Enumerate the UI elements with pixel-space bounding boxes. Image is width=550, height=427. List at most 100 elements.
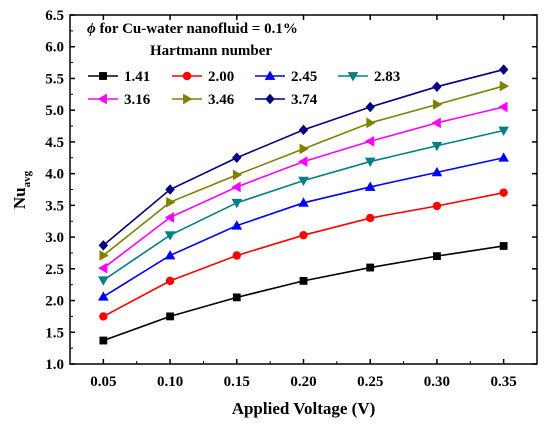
data-point	[232, 251, 241, 260]
data-point	[364, 181, 376, 191]
series-2.45	[98, 152, 509, 301]
series-group	[97, 64, 510, 345]
data-point	[99, 312, 108, 321]
data-point	[232, 293, 241, 302]
y-tick-label: 1.5	[45, 325, 64, 341]
plot-frame	[69, 14, 538, 365]
data-point	[98, 276, 109, 286]
legend-item-2.45: 2.45	[255, 69, 317, 85]
data-point	[364, 135, 375, 147]
data-point	[498, 101, 508, 113]
x-tick-label: 0.35	[491, 374, 517, 390]
y-axis-title-main: Nu	[10, 187, 29, 209]
data-point	[299, 276, 308, 285]
legend-marker	[265, 93, 275, 105]
series-3.74	[98, 64, 509, 251]
y-tick-label: 5.5	[45, 71, 64, 87]
data-point	[98, 291, 109, 301]
data-point	[433, 252, 441, 261]
annotation-text: for Cu-water nanofluid = 0.1%	[96, 21, 298, 37]
legend-label: 3.46	[208, 92, 235, 108]
data-point	[433, 99, 443, 110]
y-tick-label: 2.0	[45, 294, 64, 310]
data-point	[499, 242, 508, 250]
series-3.46	[99, 80, 510, 261]
x-tick-label: 0.10	[157, 374, 183, 390]
y-axis-title-sub: avg	[21, 170, 33, 187]
x-tick-label: 0.20	[290, 374, 316, 390]
data-point	[164, 231, 176, 241]
legend-label: 3.74	[291, 92, 318, 108]
y-tick-label: 2.5	[45, 262, 64, 278]
legend-label: 2.00	[208, 69, 234, 85]
legend-item-2.00: 2.00	[172, 69, 234, 85]
data-point	[231, 220, 243, 230]
x-tick-label: 0.15	[224, 374, 250, 390]
series-2.83	[98, 126, 509, 286]
data-point	[498, 64, 509, 75]
data-point	[432, 81, 442, 92]
series-2.00	[99, 188, 508, 321]
data-point	[164, 250, 176, 260]
data-point	[166, 196, 176, 208]
data-point	[499, 188, 508, 197]
data-point	[366, 213, 375, 223]
legend: 1.41 2.00 2.45 2.83 3.16 3.46 3.74	[88, 69, 400, 108]
data-point	[498, 152, 509, 162]
annotation-symbol: ϕ	[87, 21, 96, 37]
annotation: ϕ for Cu-water nanofluid = 0.1%	[87, 21, 298, 37]
legend-item-1.41: 1.41	[88, 69, 150, 85]
data-point	[299, 230, 308, 240]
legend-title: Hartmann number	[150, 43, 272, 59]
y-tick-label: 6.5	[45, 8, 64, 24]
data-point	[232, 152, 242, 164]
x-tick-label: 0.05	[90, 374, 116, 390]
data-point	[99, 336, 108, 345]
data-point	[298, 197, 309, 207]
y-tick-label: 3.0	[45, 230, 64, 246]
y-tick-label: 4.0	[45, 167, 64, 183]
data-point	[164, 212, 174, 223]
data-point	[231, 198, 243, 209]
data-point	[298, 156, 308, 167]
series-3.16	[97, 101, 508, 274]
data-point	[366, 263, 375, 272]
data-point	[498, 126, 509, 136]
legend-item-2.83: 2.83	[338, 69, 400, 85]
series-1.41	[99, 242, 508, 345]
y-axis-title-group: Nuavg	[10, 170, 33, 209]
data-point	[366, 117, 376, 129]
data-point	[298, 124, 309, 136]
legend-item-3.74: 3.74	[255, 92, 318, 108]
legend-label: 3.16	[124, 92, 151, 108]
data-point	[431, 166, 443, 177]
legend-marker	[97, 93, 107, 105]
y-tick-label: 3.5	[45, 198, 64, 214]
data-point	[298, 176, 309, 187]
y-tick-label: 5.0	[45, 103, 64, 119]
legend-marker	[183, 93, 193, 105]
legend-marker	[99, 72, 107, 80]
data-point	[431, 117, 441, 129]
data-point	[432, 201, 442, 211]
data-point	[231, 181, 241, 193]
legend-marker	[182, 71, 192, 81]
data-point	[165, 276, 175, 286]
data-point	[431, 141, 443, 152]
x-tick-label: 0.25	[357, 374, 383, 390]
x-axis-title: Applied Voltage (V)	[232, 399, 376, 418]
y-axis-title: Nuavg	[10, 170, 33, 209]
data-point	[499, 80, 510, 92]
legend-marker	[264, 70, 276, 80]
legend-item-3.16: 3.16	[88, 92, 151, 108]
data-point	[97, 262, 108, 274]
y-tick-label: 4.5	[45, 135, 64, 151]
legend-label: 1.41	[124, 69, 150, 85]
y-tick-label: 6.0	[45, 40, 64, 56]
data-point	[98, 240, 109, 251]
data-point	[232, 169, 243, 181]
data-point	[99, 250, 109, 261]
axes: 1.0 1.5 2.0 2.5 3.0 3.5 4.0 4.5 5.0 5.5 6.0 6.5 0.05…	[45, 8, 538, 390]
legend-label: 2.45	[291, 69, 317, 85]
